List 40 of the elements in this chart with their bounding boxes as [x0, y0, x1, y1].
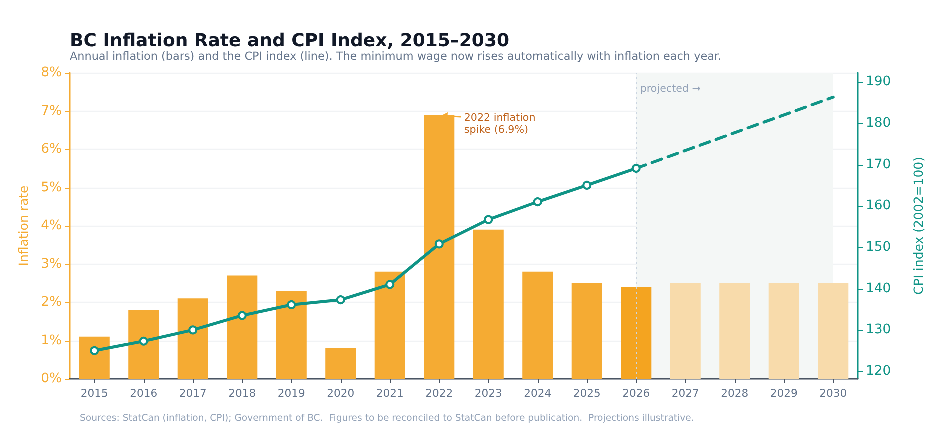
- y-tick-label: 2%: [41, 295, 62, 310]
- chart-subtitle: Annual inflation (bars) and the CPI index (line). The minimum wage now rises automatically with inflation each year.: [70, 50, 722, 63]
- y-axis-title: Inflation rate: [16, 185, 31, 266]
- x-tick-label: 2030: [820, 387, 848, 400]
- x-tick-label: 2015: [80, 387, 108, 400]
- y2-tick-label: 160: [866, 198, 892, 214]
- x-tick-label: 2020: [327, 387, 355, 400]
- x-tick-label: 2028: [721, 387, 749, 400]
- annotation: 2022 inflation spike (6.9%): [464, 112, 536, 136]
- x-tick-label: 2018: [228, 387, 256, 400]
- x-tick-label: 2024: [524, 387, 552, 400]
- y-tick-label: 6%: [41, 142, 62, 157]
- x-tick-label: 2027: [672, 387, 700, 400]
- y2-tick-label: 180: [866, 116, 892, 131]
- y-tick-label: 5%: [41, 180, 62, 196]
- y-tick-label: 3%: [41, 256, 62, 272]
- ref-line-label: projected →: [640, 83, 702, 95]
- x-tick-label: 2029: [770, 387, 798, 400]
- x-tick-label: 2026: [622, 387, 650, 400]
- y-tick-label: 7%: [41, 104, 62, 119]
- y-tick-label: 8%: [41, 66, 62, 80]
- y2-axis-title: CPI index (2002=100): [911, 157, 926, 295]
- x-tick-label: 2016: [130, 387, 158, 400]
- x-tick-label: 2025: [573, 387, 601, 400]
- x-tick-label: 2021: [376, 387, 404, 400]
- y2-tick-label: 120: [866, 364, 892, 380]
- y2-tick-label: 170: [866, 157, 892, 172]
- y2-tick-label: 130: [866, 322, 892, 338]
- x-tick-label: 2023: [474, 387, 502, 400]
- y2-tick-label: 140: [866, 281, 892, 296]
- y2-tick-label: 150: [866, 240, 892, 256]
- y-tick-label: 1%: [41, 333, 62, 348]
- y2-tick-label: 190: [866, 74, 892, 90]
- x-tick-label: 2022: [426, 387, 454, 400]
- source-note: Sources: StatCan (inflation, CPI); Government of BC. Figures to be reconciled to StatCan before publication. Projections illustrative.: [80, 413, 694, 424]
- x-tick-label: 2017: [179, 387, 207, 400]
- y-tick-label: 4%: [41, 218, 62, 234]
- y-tick-label: 0%: [41, 372, 62, 386]
- x-tick-label: 2019: [278, 387, 306, 400]
- chart-title: BC Inflation Rate and CPI Index, 2015–2030: [70, 30, 510, 52]
